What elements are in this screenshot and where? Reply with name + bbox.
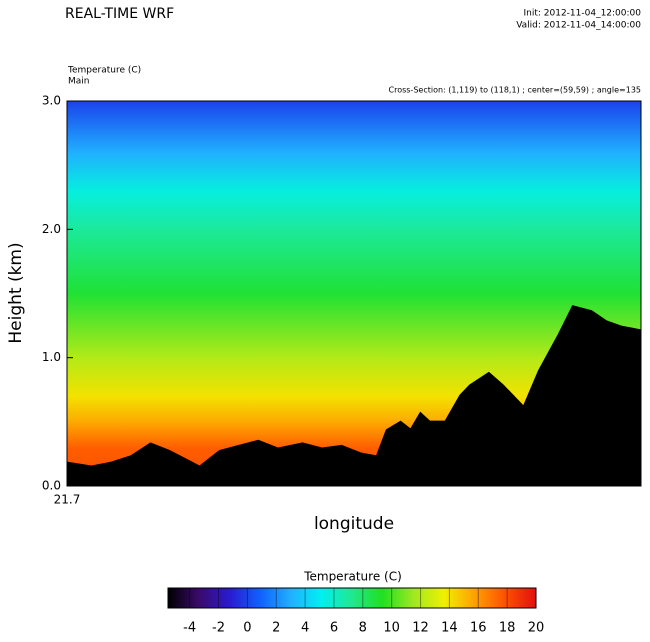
colorbar-tick-label: 20 [528,621,545,636]
colorbar-tick-label: 0 [243,621,251,636]
colorbar [167,587,537,609]
field-label: Temperature (C) [67,66,141,76]
colorbar-tick-label: 2 [272,621,280,636]
y-tick-label: 1.0 [42,350,61,364]
temperature-band [67,190,641,230]
temperature-band [67,152,641,192]
chart-title: REAL-TIME WRF [65,6,174,22]
y-tick-label: 0.0 [42,479,61,493]
valid-time: Valid: 2012-11-04_14:00:00 [516,21,641,31]
colorbar-tick-label: 4 [301,621,309,636]
colorbar-tick-label: 6 [330,621,338,636]
x-axis-label: longitude [314,514,394,534]
init-time: Init: 2012-11-04_12:00:00 [523,9,641,19]
colorbar-tick-label: -4 [183,621,196,636]
colorbar-tick-label: 12 [412,621,429,636]
colorbar-tick-label: -2 [212,621,225,636]
temperature-band [67,229,641,294]
subtitle: Main [68,77,90,87]
colorbar-tick-label: 14 [441,621,458,636]
y-axis-label: Height (km) [6,242,26,343]
y-tick-label: 3.0 [42,94,61,108]
colorbar-tick-label: 8 [359,621,367,636]
plot-frame [66,100,642,487]
colorbar-title: Temperature (C) [303,570,402,584]
y-tick-label: 2.0 [42,222,61,236]
temperature-band [67,101,641,153]
colorbar-tick-label: 18 [499,621,516,636]
colorbar-tick-label: 16 [470,621,487,636]
temperature-band [67,293,641,359]
terrain [67,305,641,486]
section-label: Cross-Section: (1,119) to (118,1) ; cent… [389,86,642,95]
x-tick-label: 21.7 [54,493,81,507]
colorbar-tick-label: 10 [383,621,400,636]
